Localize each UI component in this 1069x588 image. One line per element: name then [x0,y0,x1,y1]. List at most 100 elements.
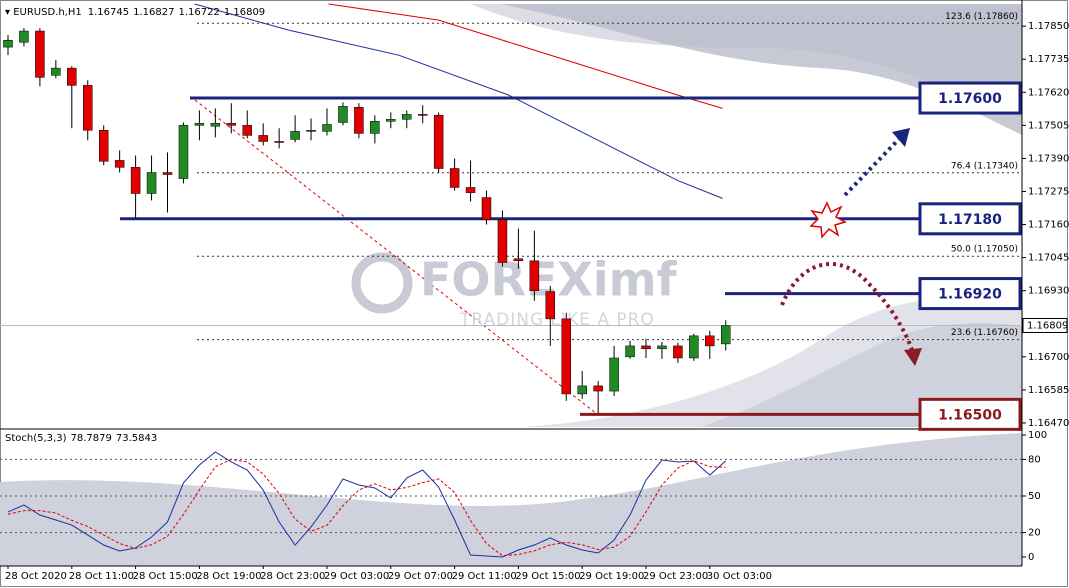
x-tick-label: 28 Oct 11:00 [69,571,134,582]
x-tick-label: 28 Oct 23:00 [260,571,325,582]
y-tick-label: 1.17275 [1028,186,1069,197]
candle-body [641,345,651,350]
level-label: 1.16500 [938,407,1002,423]
y-tick-label: 1.17850 [1028,21,1069,32]
candle-body [114,160,125,168]
level-box [918,202,1022,236]
level-box [918,81,1022,115]
y-tick-label: 50 [1028,491,1041,502]
y-tick-label: 1.16470 [1028,418,1069,429]
candle-body [210,123,221,127]
candle-body [625,345,635,358]
explosion-icon [809,201,847,239]
candle-body [146,172,157,194]
candle-body [497,219,508,263]
candle-body [705,335,715,347]
candle-body [194,123,205,126]
candle-body [178,125,189,179]
candle-body [162,172,173,175]
candle-body [130,167,141,194]
y-tick-label: 80 [1028,454,1041,465]
candle-body [529,260,540,291]
moving-average [194,3,723,199]
fib-label: 50.0 (1.17050) [951,245,1018,255]
candle-body [433,115,444,169]
fib-label: 123.6 (1.17860) [945,12,1018,22]
y-tick-label: 1.16585 [1028,385,1069,396]
candle-body [481,197,492,220]
candle-body [513,258,524,262]
main-value: 78.7879 [70,433,111,444]
y-tick-label: 1.17735 [1028,54,1069,65]
y-tick-label: 1.16700 [1028,352,1069,363]
candle-body [51,67,61,76]
candle-body [290,131,300,140]
candle-body [402,114,412,120]
candle-body [98,129,109,162]
price-label: 1.16809 [1027,320,1068,331]
low: 1.16722 [178,7,219,18]
candle-body [417,114,428,116]
arrow-head [904,348,922,366]
level-label: 1.16920 [938,287,1002,303]
y-tick-label: 0 [1028,552,1034,563]
y-tick-label: 1.17505 [1028,120,1069,131]
x-tick-label: 28 Oct 2020 [5,571,67,582]
candle-body [67,67,77,86]
header: ▾ EURUSD.h,H1 1.16745 1.16827 1.16722 1.1680… [5,7,265,18]
y-tick-label: 1.16930 [1028,286,1069,297]
level-label: 1.17180 [938,212,1002,228]
x-tick-label: 30 Oct 03:00 [707,571,772,582]
candle-body [306,129,316,132]
level-label: 1.17600 [938,91,1002,107]
indicator-line [7,458,726,557]
candle-body [689,335,699,359]
arrow-head [892,128,910,147]
y-tick-label: 20 [1028,528,1041,539]
fib-label: 76.4 (1.17340) [951,161,1018,171]
icon: ▾ [5,7,13,18]
fib-label: 23.6 (1.16760) [951,328,1018,338]
candle-body [274,141,284,143]
candle-body [673,345,683,359]
x-tick-label: 28 Oct 19:00 [196,571,261,582]
candle-body [577,385,587,395]
symbol: EURUSD.h,H1 [13,7,82,18]
y-tick-label: 100 [1028,430,1047,441]
high: 1.16827 [133,7,174,18]
candle-body [258,135,268,142]
candle-body [338,106,348,123]
candle-body [19,30,29,43]
annotations [780,128,922,366]
candle-body [226,123,237,126]
candle-body [449,168,460,188]
y-tick-label: 1.17390 [1028,153,1069,164]
x-tick-label: 29 Oct 11:00 [452,571,517,582]
indicator-header: Stoch(5,3,3) 78.7879 73.5843 [5,433,157,444]
candle-body [370,121,380,134]
price-box [1022,317,1068,333]
x-tick-label: 29 Oct 07:00 [388,571,453,582]
shade [500,4,1022,135]
indicator-title: Stoch(5,3,3) [5,433,67,444]
candle-body [561,318,571,395]
y-tick-label: 1.17160 [1028,220,1069,231]
candle-body [354,106,364,134]
candle-body [465,187,476,193]
open: 1.16745 [88,7,129,18]
x-tick-label: 29 Oct 15:00 [515,571,580,582]
candle-body [3,39,13,48]
candle-body [322,124,332,132]
x-tick-label: 28 Oct 15:00 [133,571,198,582]
candle-body [657,345,667,350]
y-tick-label: 1.17620 [1028,87,1069,98]
signal-value: 73.5843 [116,433,157,444]
candle-body [83,85,93,131]
candle-body [721,325,731,345]
fib-trendline [194,99,598,415]
candle-body [609,357,619,392]
candle-body [386,119,396,122]
level-box [918,277,1022,311]
